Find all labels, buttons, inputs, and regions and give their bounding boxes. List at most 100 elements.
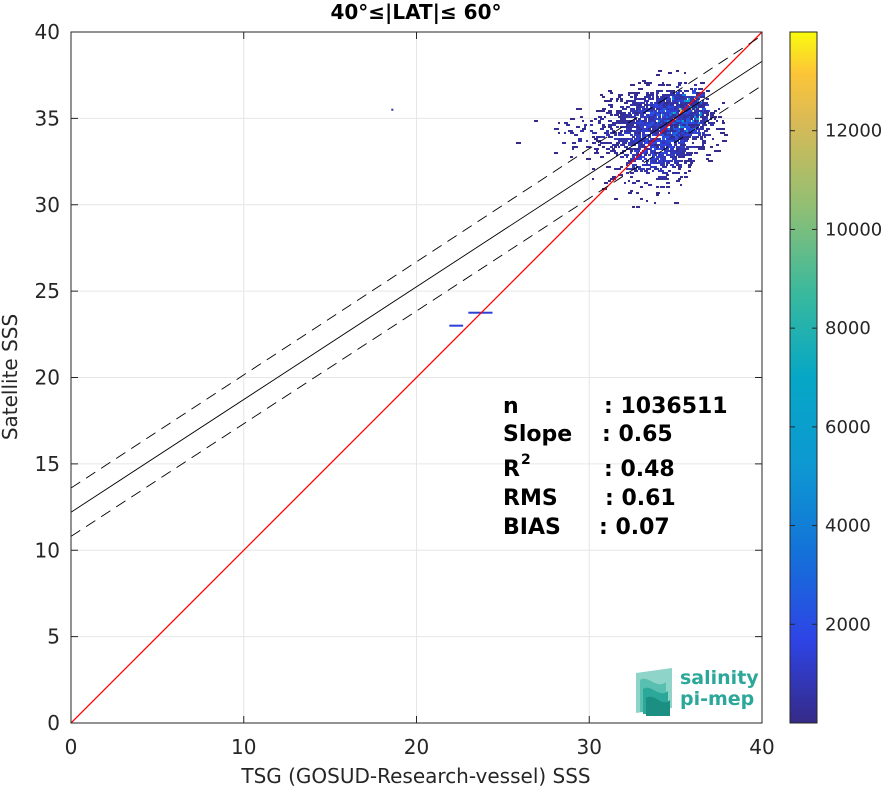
heatmap-cell xyxy=(652,126,656,128)
heatmap-cell xyxy=(666,130,669,132)
heatmap-cell xyxy=(644,182,648,184)
heatmap-cell xyxy=(616,126,619,128)
heatmap-cell xyxy=(610,128,613,130)
heatmap-cell xyxy=(594,138,598,140)
heatmap-cell xyxy=(628,132,631,134)
heatmap-cell xyxy=(668,128,670,130)
heatmap-cell xyxy=(690,112,694,114)
heatmap-cell xyxy=(672,166,674,168)
heatmap-cell xyxy=(628,130,632,132)
heatmap-cell xyxy=(610,92,613,94)
heatmap-cell xyxy=(696,126,699,128)
heatmap-cell xyxy=(668,116,671,118)
heatmap-cell xyxy=(666,162,670,164)
heatmap-cell xyxy=(668,122,672,124)
heatmap-cell xyxy=(652,142,656,144)
one-to-one-line xyxy=(71,32,762,723)
heatmap-cell xyxy=(690,116,693,118)
heatmap-cell xyxy=(620,166,623,168)
heatmap-cell xyxy=(660,156,664,158)
heatmap-cell xyxy=(612,148,615,150)
heatmap-cell xyxy=(570,132,574,134)
heatmap-cell xyxy=(658,106,663,108)
heatmap-cell xyxy=(678,90,682,92)
x-tick-label: 20 xyxy=(404,735,429,759)
heatmap-cell xyxy=(636,136,638,138)
heatmap-cell xyxy=(656,94,658,96)
heatmap-cell xyxy=(696,98,700,100)
y-tick-label: 30 xyxy=(35,193,60,217)
x-tick-label: 40 xyxy=(749,735,774,759)
heatmap-cell xyxy=(652,108,655,110)
heatmap-cell xyxy=(658,162,662,164)
heatmap-cell xyxy=(662,140,666,142)
heatmap-cell xyxy=(672,114,676,116)
heatmap-cell xyxy=(664,134,668,136)
heatmap-cell xyxy=(690,88,693,90)
heatmap-cell xyxy=(676,130,679,132)
heatmap-cell xyxy=(596,136,598,138)
heatmap-cell xyxy=(634,132,638,134)
heatmap-cell xyxy=(656,194,659,196)
heatmap-cell xyxy=(640,156,645,158)
heatmap-cell xyxy=(664,120,667,122)
heatmap-cell xyxy=(626,124,629,126)
heatmap-cell xyxy=(680,166,682,168)
heatmap-cell xyxy=(714,118,716,120)
heatmap-cell xyxy=(648,136,651,138)
heatmap-cell xyxy=(694,118,696,120)
heatmap-cell xyxy=(680,116,683,118)
heatmap-cell xyxy=(698,130,700,132)
heatmap-cell xyxy=(592,136,595,138)
heatmap-cell xyxy=(670,128,673,130)
heatmap-cell xyxy=(658,90,660,92)
heatmap-cell xyxy=(646,134,649,136)
heatmap-cell xyxy=(670,122,675,124)
heatmap-cell xyxy=(692,124,696,126)
heatmap-cell xyxy=(654,110,656,112)
heatmap-cell xyxy=(642,108,644,110)
heatmap-cell xyxy=(672,96,674,98)
heatmap-cell xyxy=(666,120,669,122)
heatmap-cell xyxy=(658,148,663,150)
heatmap-cell xyxy=(642,126,644,128)
heatmap-cell xyxy=(628,128,631,130)
heatmap-cell xyxy=(620,140,624,142)
heatmap-cell xyxy=(650,150,654,152)
heatmap-cell xyxy=(628,138,633,140)
heatmap-cell xyxy=(626,116,629,118)
heatmap-cell xyxy=(666,96,670,98)
heatmap-cell xyxy=(680,154,684,156)
heatmap-cell xyxy=(590,124,593,126)
heatmap-cell xyxy=(680,140,683,142)
heatmap-cell xyxy=(638,136,641,138)
heatmap-cell xyxy=(674,132,677,134)
heatmap-cell xyxy=(690,122,695,124)
heatmap-cell xyxy=(628,142,632,144)
heatmap-cell xyxy=(564,132,566,134)
heatmap-cell xyxy=(602,124,605,126)
heatmap-cell xyxy=(624,182,626,184)
heatmap-cell xyxy=(610,114,613,116)
heatmap-cell xyxy=(628,180,630,182)
heatmap-cell xyxy=(652,154,655,156)
heatmap-cell xyxy=(660,96,662,98)
heatmap-cell xyxy=(692,136,696,138)
heatmap-cell xyxy=(580,116,583,118)
heatmap-cell xyxy=(654,106,659,108)
heatmap-cell xyxy=(614,152,617,154)
heatmap-cell xyxy=(696,108,699,110)
heatmap-cell xyxy=(660,90,663,92)
heatmap-cell xyxy=(664,104,667,106)
heatmap-cell xyxy=(610,150,613,152)
heatmap-cell xyxy=(654,152,658,154)
heatmap-cell xyxy=(690,100,694,102)
heatmap-cell xyxy=(704,104,709,106)
heatmap-cell xyxy=(634,110,638,112)
heatmap-cell xyxy=(568,130,571,132)
heatmap-cell xyxy=(670,108,673,110)
stat-bias-value: : 0.07 xyxy=(599,515,670,540)
heatmap-cell xyxy=(706,134,711,136)
heatmap-cell xyxy=(676,112,679,114)
heatmap-cell xyxy=(666,104,668,106)
